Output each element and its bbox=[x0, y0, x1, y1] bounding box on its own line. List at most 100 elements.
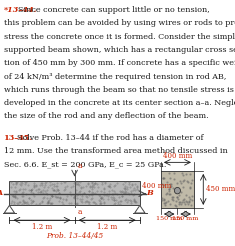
Point bbox=[128, 192, 131, 196]
Point bbox=[43, 181, 47, 185]
Point bbox=[82, 191, 86, 195]
Point bbox=[99, 201, 103, 205]
Point bbox=[46, 200, 50, 204]
Text: Sec. 6.6. E_st = 200 GPa, E_c = 25 GPa.: Sec. 6.6. E_st = 200 GPa, E_c = 25 GPa. bbox=[4, 161, 166, 169]
Point bbox=[13, 202, 16, 206]
Point bbox=[190, 198, 194, 202]
Point bbox=[162, 176, 166, 180]
Point bbox=[51, 188, 55, 192]
Point bbox=[111, 192, 115, 196]
Point bbox=[112, 202, 116, 206]
Point bbox=[20, 202, 24, 206]
Text: 400 mm: 400 mm bbox=[142, 182, 171, 190]
Point bbox=[29, 188, 33, 192]
Point bbox=[175, 195, 179, 199]
Point bbox=[23, 182, 27, 186]
Point bbox=[115, 192, 119, 196]
Point bbox=[123, 184, 127, 187]
Point bbox=[34, 188, 37, 192]
Point bbox=[190, 179, 194, 183]
Text: of 24 kN/m³ determine the required tension in rod AB,: of 24 kN/m³ determine the required tensi… bbox=[4, 73, 226, 81]
Point bbox=[189, 181, 193, 184]
Point bbox=[85, 199, 89, 203]
Point bbox=[20, 183, 23, 187]
Text: which runs through the beam so that no tensile stress is: which runs through the beam so that no t… bbox=[4, 86, 233, 94]
Point bbox=[36, 190, 40, 194]
Point bbox=[19, 200, 22, 204]
Point bbox=[186, 202, 190, 206]
Point bbox=[41, 188, 45, 192]
Point bbox=[65, 184, 69, 188]
Point bbox=[57, 191, 61, 195]
Text: developed in the concrete at its center section a–a. Neglect: developed in the concrete at its center … bbox=[4, 99, 235, 107]
Point bbox=[177, 202, 181, 206]
Point bbox=[62, 188, 66, 192]
Point bbox=[129, 191, 133, 195]
Point bbox=[50, 194, 54, 198]
Point bbox=[63, 180, 66, 184]
Point bbox=[58, 196, 62, 200]
Point bbox=[87, 200, 91, 204]
Point bbox=[161, 198, 164, 201]
Point bbox=[90, 196, 94, 200]
Point bbox=[37, 202, 41, 206]
Point bbox=[90, 197, 93, 201]
Point bbox=[131, 188, 135, 192]
Point bbox=[21, 181, 24, 184]
Point bbox=[56, 188, 59, 192]
Point bbox=[90, 190, 94, 194]
Point bbox=[102, 201, 106, 205]
Point bbox=[67, 201, 71, 205]
Point bbox=[113, 198, 116, 202]
Text: supported beam shown, which has a rectangular cross sec-: supported beam shown, which has a rectan… bbox=[4, 46, 235, 54]
Point bbox=[132, 186, 136, 190]
Point bbox=[164, 203, 167, 207]
Point bbox=[110, 188, 114, 192]
Point bbox=[166, 199, 170, 203]
Point bbox=[100, 180, 104, 184]
Point bbox=[132, 197, 136, 201]
Point bbox=[14, 190, 18, 194]
Point bbox=[87, 189, 90, 193]
Point bbox=[10, 180, 13, 184]
Point bbox=[108, 182, 112, 186]
Polygon shape bbox=[4, 205, 15, 213]
Point bbox=[75, 196, 78, 200]
Point bbox=[172, 171, 175, 175]
Text: Prob. 13–44/45: Prob. 13–44/45 bbox=[47, 232, 104, 240]
Text: Solve Prob. 13–44 if the rod has a diameter of: Solve Prob. 13–44 if the rod has a diame… bbox=[12, 134, 203, 142]
Point bbox=[124, 190, 128, 194]
Point bbox=[135, 185, 139, 189]
Point bbox=[29, 190, 33, 194]
Point bbox=[48, 201, 52, 205]
Point bbox=[82, 184, 85, 188]
Point bbox=[93, 201, 97, 205]
Point bbox=[21, 199, 25, 202]
Point bbox=[45, 191, 48, 195]
Point bbox=[90, 181, 94, 185]
Point bbox=[48, 196, 51, 200]
Point bbox=[183, 202, 187, 206]
Point bbox=[65, 195, 69, 199]
Point bbox=[15, 201, 19, 205]
Polygon shape bbox=[135, 205, 145, 213]
Point bbox=[49, 202, 53, 206]
Point bbox=[54, 184, 58, 188]
Point bbox=[174, 199, 178, 202]
Point bbox=[72, 193, 76, 197]
Point bbox=[163, 201, 167, 205]
Point bbox=[81, 194, 84, 198]
Point bbox=[11, 182, 14, 186]
Point bbox=[167, 187, 171, 191]
Point bbox=[94, 181, 97, 185]
Text: A: A bbox=[0, 189, 3, 197]
Point bbox=[98, 201, 102, 205]
Point bbox=[49, 201, 53, 205]
Point bbox=[189, 203, 193, 207]
Point bbox=[177, 200, 181, 204]
Point bbox=[63, 180, 67, 184]
Text: 450 mm: 450 mm bbox=[206, 185, 235, 193]
Point bbox=[52, 184, 56, 188]
Point bbox=[58, 196, 62, 200]
Point bbox=[18, 187, 22, 191]
